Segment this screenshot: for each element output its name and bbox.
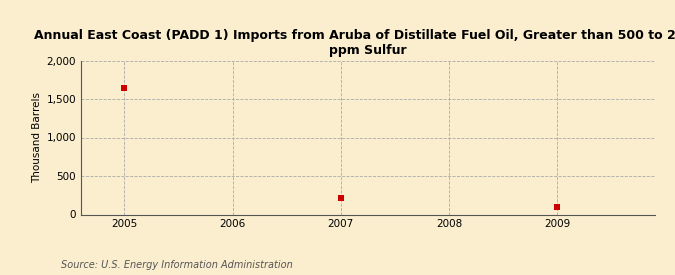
Text: Source: U.S. Energy Information Administration: Source: U.S. Energy Information Administ…	[61, 260, 292, 270]
Y-axis label: Thousand Barrels: Thousand Barrels	[32, 92, 43, 183]
Title: Annual East Coast (PADD 1) Imports from Aruba of Distillate Fuel Oil, Greater th: Annual East Coast (PADD 1) Imports from …	[34, 29, 675, 57]
